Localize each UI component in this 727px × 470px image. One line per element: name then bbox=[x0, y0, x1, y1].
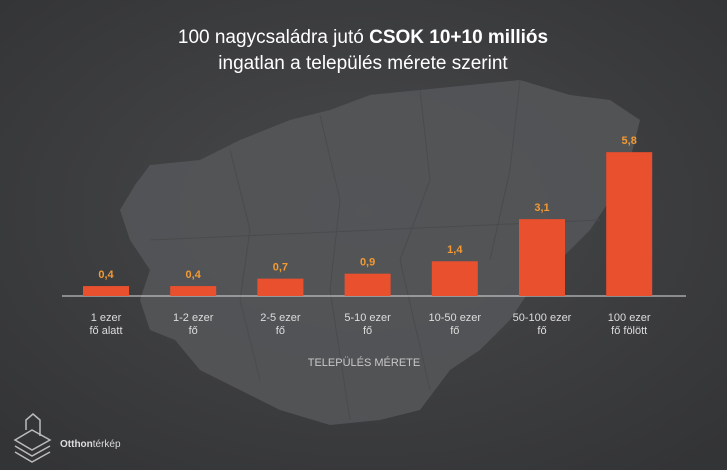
x-tick-label: fő bbox=[189, 325, 198, 337]
bar bbox=[431, 261, 478, 296]
bar bbox=[344, 273, 391, 296]
value-label: 0,4 bbox=[186, 269, 202, 281]
x-tick-label: fő bbox=[537, 325, 546, 337]
x-tick-label: 50-100 ezer bbox=[513, 312, 572, 324]
logo-text: Otthontérkép bbox=[60, 439, 121, 450]
x-tick-label: fő bbox=[450, 325, 459, 337]
chart-subtitle: ingatlan a település mérete szerint bbox=[218, 53, 508, 74]
x-tick-label: fő fölött bbox=[611, 325, 647, 337]
bar bbox=[83, 286, 129, 296]
bar bbox=[170, 286, 217, 296]
logo-light: térkép bbox=[93, 439, 121, 450]
x-tick-label: fő bbox=[363, 325, 372, 337]
x-tick-label: 100 ezer bbox=[608, 312, 651, 324]
logo: Otthontérkép bbox=[13, 413, 121, 463]
x-tick-label: fő alatt bbox=[89, 325, 122, 337]
value-label: 0,7 bbox=[273, 262, 288, 274]
title-text: 100 nagycsaládra jutó bbox=[178, 27, 364, 48]
x-tick-label: 5-10 ezer bbox=[344, 312, 391, 324]
bar bbox=[606, 152, 653, 296]
x-tick-label: 10-50 ezer bbox=[429, 312, 482, 324]
bar bbox=[519, 219, 565, 296]
x-tick-label: 1-2 ezer bbox=[173, 312, 214, 324]
value-label: 3,1 bbox=[534, 202, 549, 214]
value-label: 0,9 bbox=[360, 257, 375, 269]
x-axis-label: TELEPÜLÉS MÉRETE bbox=[308, 356, 420, 369]
value-label: 0,4 bbox=[98, 269, 114, 281]
bar bbox=[257, 278, 304, 296]
title-bold: CSOK 10+10 milliós bbox=[369, 27, 548, 48]
x-tick-label: 1 ezer bbox=[91, 312, 122, 324]
logo-bold: Otthon bbox=[60, 439, 93, 450]
x-tick-label: 2-5 ezer bbox=[260, 312, 301, 324]
value-label: 1,4 bbox=[447, 244, 463, 256]
logo-icon bbox=[13, 429, 52, 463]
logo-house bbox=[25, 413, 41, 436]
value-label: 5,8 bbox=[622, 135, 637, 147]
x-tick-label: fő bbox=[276, 325, 285, 337]
chart-title: 100 nagycsaládra jutó CSOK 10+10 milliós bbox=[178, 27, 548, 48]
